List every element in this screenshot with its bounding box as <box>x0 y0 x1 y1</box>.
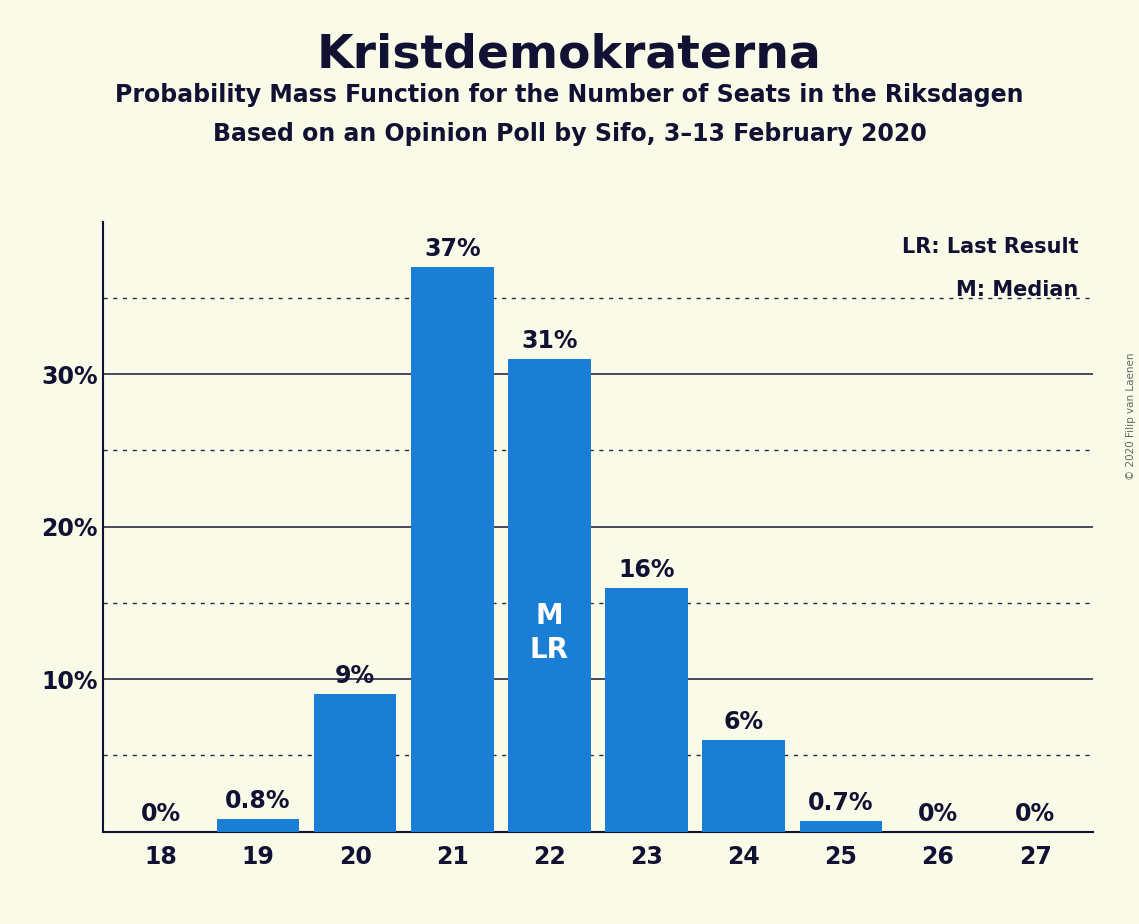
Text: LR: Last Result: LR: Last Result <box>902 237 1079 257</box>
Bar <box>800 821 882 832</box>
Text: Kristdemokraterna: Kristdemokraterna <box>317 32 822 78</box>
Text: 6%: 6% <box>723 710 764 734</box>
Bar <box>411 268 493 832</box>
Text: M: Median: M: Median <box>957 280 1079 299</box>
Text: 0%: 0% <box>141 801 181 825</box>
Bar <box>508 359 591 832</box>
Text: Based on an Opinion Poll by Sifo, 3–13 February 2020: Based on an Opinion Poll by Sifo, 3–13 F… <box>213 122 926 146</box>
Text: 0%: 0% <box>1015 801 1055 825</box>
Bar <box>703 740 785 832</box>
Text: 0.8%: 0.8% <box>226 789 290 813</box>
Text: 0%: 0% <box>918 801 958 825</box>
Text: 9%: 9% <box>335 664 375 688</box>
Text: © 2020 Filip van Laenen: © 2020 Filip van Laenen <box>1126 352 1136 480</box>
Text: M
LR: M LR <box>530 602 568 664</box>
Text: 0.7%: 0.7% <box>808 791 874 815</box>
Bar <box>314 695 396 832</box>
Bar <box>216 820 300 832</box>
Bar <box>605 588 688 832</box>
Text: 37%: 37% <box>424 237 481 261</box>
Text: 16%: 16% <box>618 557 674 581</box>
Text: 31%: 31% <box>522 329 577 353</box>
Text: Probability Mass Function for the Number of Seats in the Riksdagen: Probability Mass Function for the Number… <box>115 83 1024 107</box>
